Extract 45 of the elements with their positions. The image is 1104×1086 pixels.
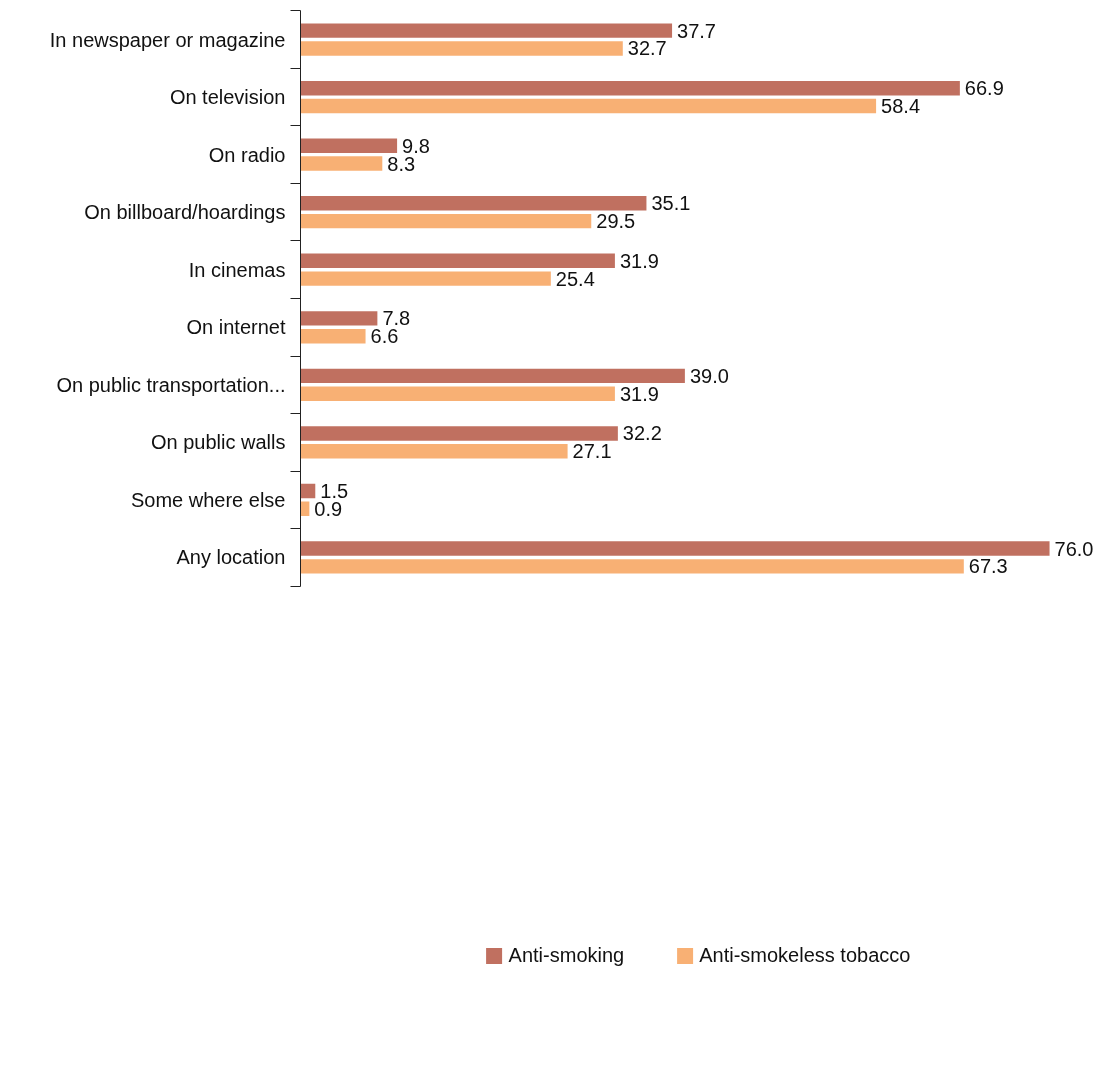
data-label: 25.4 xyxy=(555,267,595,290)
bar xyxy=(300,444,568,459)
bar xyxy=(300,213,592,229)
data-label: 31.9 xyxy=(619,382,659,405)
legend-label: Anti-smokeless tobacco xyxy=(699,943,911,967)
y-tick-label: On internet xyxy=(186,316,286,339)
bar xyxy=(300,311,378,326)
bar xyxy=(300,541,1050,556)
data-label: 37.7 xyxy=(677,19,717,42)
data-label: 58.4 xyxy=(881,95,921,118)
y-tick-label: In cinemas xyxy=(188,258,286,281)
y-tick-label: On public walls xyxy=(151,431,286,454)
y-tick-label: Some where else xyxy=(130,488,286,511)
bar xyxy=(300,329,366,344)
data-label: 39.0 xyxy=(689,364,729,387)
data-label: 32.2 xyxy=(622,422,662,445)
bar xyxy=(300,156,383,171)
y-tick-label: Any location xyxy=(176,546,286,569)
data-label: 66.9 xyxy=(964,77,1004,100)
data-label: 32.7 xyxy=(627,37,667,60)
bar xyxy=(300,559,964,574)
bar xyxy=(300,41,623,56)
bar xyxy=(300,368,685,384)
y-tick-label: On public transportation... xyxy=(56,373,286,396)
bar xyxy=(300,196,647,211)
bar xyxy=(300,386,615,401)
bar xyxy=(300,271,551,286)
data-label: 31.9 xyxy=(619,249,659,272)
y-tick-label: On billboard/hoardings xyxy=(84,201,286,224)
data-label: 35.1 xyxy=(651,192,691,215)
bar xyxy=(300,23,673,38)
bar xyxy=(300,138,398,153)
bar xyxy=(300,426,618,441)
data-label: 76.0 xyxy=(1054,537,1094,560)
data-label: 67.3 xyxy=(968,555,1008,578)
bar xyxy=(300,483,316,499)
bar xyxy=(300,253,615,268)
bar xyxy=(300,98,877,114)
y-tick-label: On radio xyxy=(208,143,286,166)
legend-label: Anti-smoking xyxy=(508,943,625,967)
bar xyxy=(300,80,960,96)
data-label: 27.1 xyxy=(572,440,612,463)
y-tick-label: In newspaper or magazine xyxy=(49,28,286,51)
y-tick-label: On television xyxy=(169,86,286,109)
data-label: 29.5 xyxy=(596,210,636,233)
